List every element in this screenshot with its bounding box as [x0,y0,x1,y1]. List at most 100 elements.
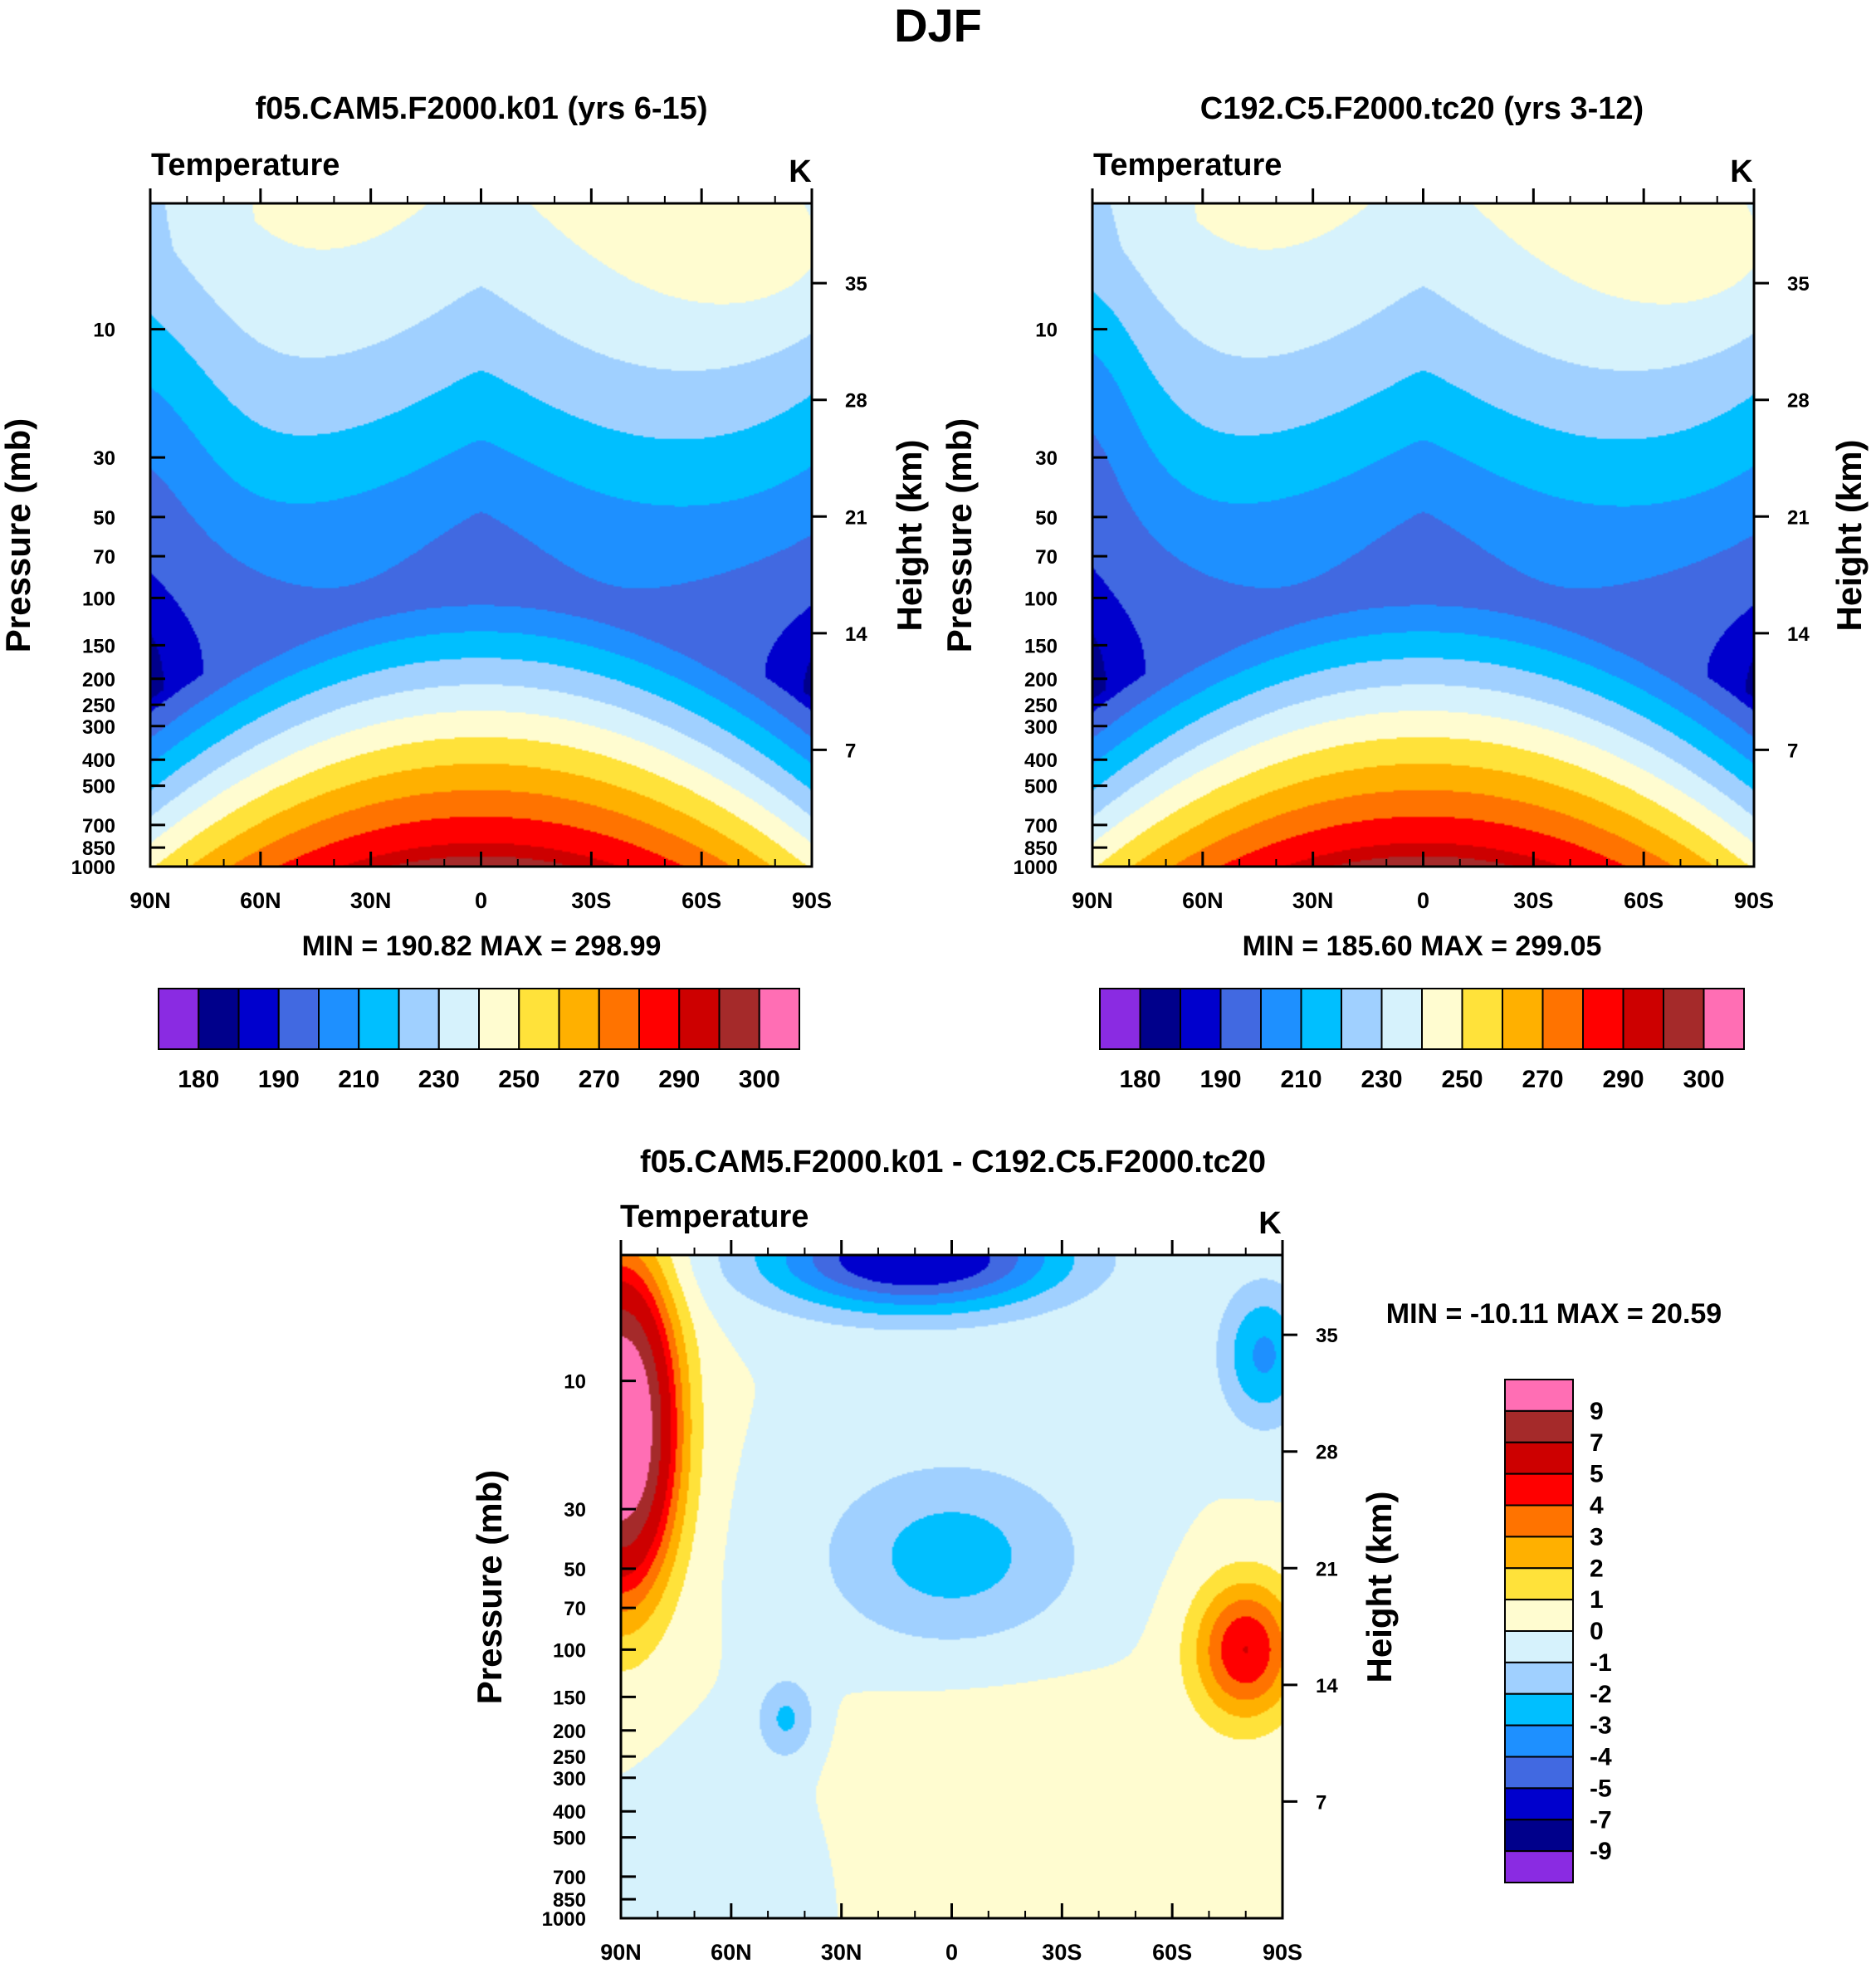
colorbar-swatch [1341,988,1383,1050]
colorbar-label: 2 [1590,1555,1604,1582]
height-tick-label: 7 [1787,740,1798,762]
colorbar-label: 300 [1683,1066,1724,1093]
colorbar-swatch [237,988,280,1050]
panel-2-right-axis-label: Height (km) [1830,440,1869,632]
y-tick-label: 50 [564,1559,586,1581]
colorbar-swatch [358,988,400,1050]
panel-1-right-axis-label: Height (km) [890,440,929,632]
y-tick-label: 30 [1035,447,1058,470]
x-tick-label: 30N [821,1940,862,1965]
y-tick-label: 10 [564,1371,586,1394]
y-tick-label: 30 [93,447,115,470]
height-tick-label: 28 [1787,390,1810,413]
colorbar-swatch [1180,988,1222,1050]
figure-title: DJF [894,0,982,51]
y-tick-label: 300 [1024,716,1058,739]
y-tick-label: 70 [564,1598,586,1620]
y-tick-label: 500 [82,776,115,799]
colorbar-swatch [1504,1441,1574,1475]
colorbar-label: -5 [1590,1775,1612,1802]
colorbar-swatch [1139,988,1181,1050]
y-tick-label: 150 [82,635,115,657]
colorbar-label: 1 [1590,1586,1604,1614]
colorbar-swatch [1703,988,1745,1050]
colorbar-swatch [1461,988,1503,1050]
colorbar-label: -2 [1590,1681,1612,1708]
height-tick-label: 28 [845,390,867,413]
x-tick-label: 30N [350,888,392,913]
colorbar-swatch [1504,1692,1574,1726]
panel-3-variable-label: Temperature [620,1199,809,1234]
colorbar-swatch [318,988,360,1050]
panel-3-axes: 90N 60N 30N 0 30S 60S 90S103050701001502002503… [542,1240,1338,1965]
colorbar-label: 190 [1199,1066,1241,1093]
colorbar-label: 290 [658,1066,700,1093]
panel-3-units: K [1258,1206,1282,1241]
panel-3-title: f05.CAM5.F2000.k01 - C192.C5.F2000.tc20 [640,1145,1266,1179]
y-tick-label: 250 [553,1746,586,1769]
panel-1: f05.CAM5.F2000.k01 (yrs 6-15) Temperatur… [0,91,929,1093]
y-tick-label: 100 [82,588,115,610]
y-tick-label: 70 [1035,546,1058,569]
x-tick-label: 60S [682,888,721,913]
y-tick-label: 250 [82,695,115,717]
y-tick-label: 1000 [1014,857,1058,879]
x-tick-label: 30N [1292,888,1334,913]
panel-1-variable-label: Temperature [151,148,340,183]
colorbar-label: 230 [418,1066,460,1093]
height-tick-label: 21 [845,506,867,529]
colorbar-swatch [1421,988,1463,1050]
x-tick-label: 90S [792,888,832,913]
height-tick-label: 7 [1316,1791,1326,1814]
panel-2-title: C192.C5.F2000.tc20 (yrs 3-12) [1200,91,1644,126]
x-tick-label: 90N [1072,888,1113,913]
colorbar-swatch [1504,1599,1574,1632]
height-tick-label: 35 [1316,1325,1338,1347]
colorbar-label: 230 [1361,1066,1402,1093]
height-tick-label: 21 [1787,506,1810,529]
colorbar-label: -7 [1590,1806,1612,1834]
y-tick-label: 1000 [542,1908,586,1931]
colorbar-swatch [437,988,480,1050]
x-tick-label: 90N [129,888,171,913]
colorbar-swatch [1504,1473,1574,1507]
height-tick-label: 14 [845,623,867,646]
colorbar-swatch [1622,988,1664,1050]
panel-2-axes: 90N 60N 30N 0 30S 60S 90S103050701001502002503… [1014,188,1810,913]
y-tick-label: 30 [564,1499,586,1521]
colorbar-label: 180 [1119,1066,1160,1093]
colorbar-label: 4 [1590,1492,1604,1520]
y-tick-label: 1000 [71,857,115,879]
x-tick-label: 0 [945,1940,958,1965]
panel-1-stats: MIN = 190.82 MAX = 298.99 [302,930,662,962]
y-tick-label: 200 [82,669,115,691]
colorbar-swatch [277,988,320,1050]
panel-2-y-axis-label: Pressure (mb) [940,418,979,652]
colorbar-swatch [1380,988,1423,1050]
colorbar-label: 180 [178,1066,219,1093]
colorbar-label: 3 [1590,1523,1604,1551]
colorbar-swatch [1504,1661,1574,1695]
colorbar-label: 270 [1522,1066,1563,1093]
y-tick-label: 300 [553,1768,586,1790]
colorbar-swatch [718,988,760,1050]
x-tick-label: 30S [571,888,611,913]
x-tick-label: 0 [1417,888,1429,913]
y-tick-label: 250 [1024,695,1058,717]
height-tick-label: 14 [1316,1675,1338,1697]
colorbar-label: 5 [1590,1461,1604,1488]
y-tick-label: 100 [553,1639,586,1662]
colorbar-swatch [1541,988,1584,1050]
colorbar-swatch [478,988,520,1050]
y-tick-label: 200 [1024,669,1058,691]
colorbar-swatch [1504,1567,1574,1601]
panel-1-y-axis-label: Pressure (mb) [0,418,37,652]
colorbar-label: -1 [1590,1649,1612,1677]
height-tick-label: 35 [845,273,867,295]
y-tick-label: 500 [553,1828,586,1850]
colorbar-swatch [198,988,240,1050]
x-tick-label: 0 [475,888,487,913]
colorbar-label: -9 [1590,1838,1612,1865]
x-tick-label: 30S [1513,888,1553,913]
